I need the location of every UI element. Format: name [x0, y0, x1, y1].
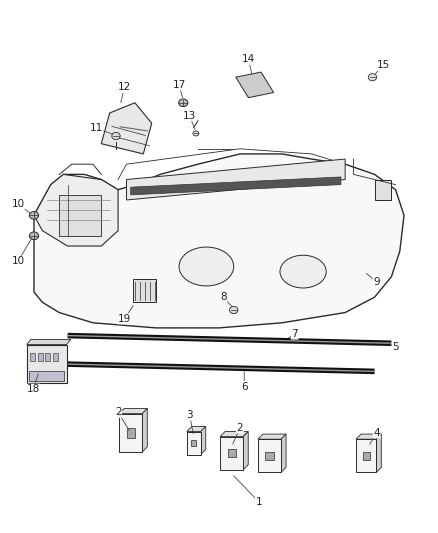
- Polygon shape: [201, 426, 206, 455]
- Text: 15: 15: [376, 60, 390, 70]
- Text: 3: 3: [186, 410, 193, 420]
- FancyBboxPatch shape: [119, 414, 142, 452]
- FancyBboxPatch shape: [27, 344, 67, 383]
- FancyBboxPatch shape: [59, 195, 101, 236]
- Polygon shape: [34, 154, 404, 328]
- Text: 7: 7: [291, 329, 298, 339]
- Polygon shape: [356, 434, 381, 439]
- Ellipse shape: [280, 255, 326, 288]
- Text: 9: 9: [373, 277, 380, 287]
- Polygon shape: [119, 408, 147, 414]
- FancyBboxPatch shape: [133, 279, 156, 302]
- FancyBboxPatch shape: [356, 439, 376, 472]
- Polygon shape: [258, 434, 286, 439]
- FancyBboxPatch shape: [258, 439, 281, 472]
- Polygon shape: [27, 340, 71, 344]
- Ellipse shape: [179, 247, 234, 286]
- Ellipse shape: [179, 99, 188, 107]
- Text: 19: 19: [118, 314, 131, 324]
- Text: 1: 1: [256, 497, 262, 507]
- Polygon shape: [376, 434, 381, 472]
- Text: 10: 10: [11, 256, 25, 266]
- Polygon shape: [142, 408, 147, 452]
- Text: 2: 2: [237, 423, 244, 433]
- FancyBboxPatch shape: [127, 428, 135, 438]
- Ellipse shape: [193, 131, 199, 136]
- FancyBboxPatch shape: [374, 180, 392, 200]
- Polygon shape: [243, 432, 248, 470]
- Text: 8: 8: [220, 292, 226, 302]
- Polygon shape: [34, 174, 118, 246]
- Text: 17: 17: [173, 80, 186, 90]
- Polygon shape: [101, 103, 152, 154]
- Polygon shape: [236, 72, 274, 98]
- FancyBboxPatch shape: [265, 451, 273, 460]
- Polygon shape: [131, 177, 341, 195]
- FancyBboxPatch shape: [363, 451, 370, 460]
- FancyBboxPatch shape: [30, 353, 35, 361]
- FancyBboxPatch shape: [187, 432, 201, 455]
- Text: 5: 5: [392, 342, 399, 352]
- Ellipse shape: [112, 132, 120, 140]
- Text: 10: 10: [11, 199, 25, 209]
- Text: 6: 6: [241, 382, 247, 392]
- FancyBboxPatch shape: [45, 353, 50, 361]
- FancyBboxPatch shape: [53, 353, 58, 361]
- Text: 14: 14: [242, 54, 255, 64]
- Polygon shape: [220, 432, 248, 437]
- Text: 2: 2: [115, 407, 121, 417]
- FancyBboxPatch shape: [38, 353, 42, 361]
- Text: 13: 13: [183, 110, 196, 120]
- FancyBboxPatch shape: [191, 440, 196, 446]
- Ellipse shape: [29, 232, 39, 240]
- Ellipse shape: [368, 74, 377, 81]
- FancyBboxPatch shape: [220, 437, 243, 470]
- FancyBboxPatch shape: [228, 449, 236, 457]
- Polygon shape: [127, 159, 345, 200]
- FancyBboxPatch shape: [29, 370, 64, 381]
- Ellipse shape: [230, 306, 238, 313]
- Text: 4: 4: [373, 428, 380, 438]
- Text: 18: 18: [27, 384, 40, 394]
- Text: 12: 12: [118, 83, 131, 92]
- Polygon shape: [281, 434, 286, 472]
- Ellipse shape: [29, 212, 39, 219]
- Polygon shape: [187, 426, 206, 432]
- Text: 11: 11: [90, 123, 103, 133]
